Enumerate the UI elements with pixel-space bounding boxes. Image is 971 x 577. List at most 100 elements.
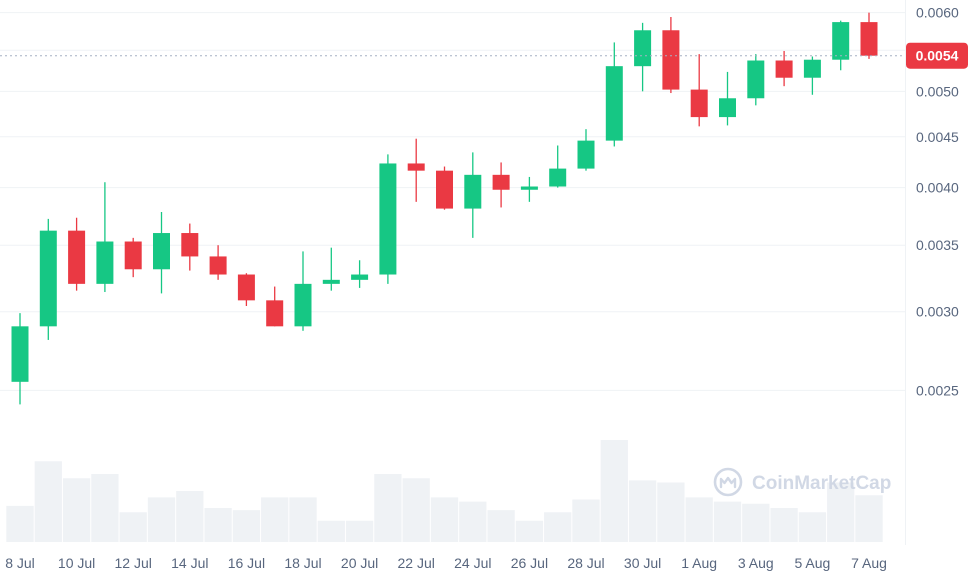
candle [294,251,312,331]
volume-bar [289,497,317,542]
x-tick-label: 28 Jul [567,555,604,571]
y-tick-label: 0.0050 [916,83,959,99]
candle [719,71,736,126]
candle [747,54,765,106]
candle [11,313,29,405]
volume-bar [572,499,600,542]
volume-bar [119,512,147,542]
watermark: CoinMarketCap [713,467,891,497]
y-tick-label: 0.0060 [916,5,959,21]
volume-bar [798,512,827,542]
volume-bar [91,474,119,542]
candle [237,273,255,306]
x-tick-label: 5 Aug [794,555,830,571]
x-tick-label: 24 Jul [454,555,491,571]
y-tick-label: 0.0035 [916,237,959,253]
volume-bar [345,520,374,542]
x-tick-label: 22 Jul [398,555,435,571]
x-tick-label: 14 Jul [171,555,208,571]
candle-body [520,186,538,190]
candle [464,152,482,238]
volume-bar [713,501,742,542]
candles [11,12,878,405]
candle-body [436,170,453,209]
volume-bar [855,495,883,542]
gridlines [0,0,906,545]
candle [690,54,708,127]
candle [549,145,567,188]
x-tick-label: 3 Aug [738,555,774,571]
x-tick-label: 20 Jul [341,555,378,571]
candle [605,42,623,147]
volume-bar [232,510,261,542]
candle-body [464,174,482,209]
volume-bar [430,497,459,542]
candle-body [351,274,369,280]
candle-body [237,274,255,301]
x-tick-label: 8 Jul [5,555,35,571]
candle [266,286,284,327]
candle [96,182,114,293]
y-axis: 0.0025 0.0030 0.0035 0.0040 0.0045 0.0050 0.00… [916,5,959,399]
candle-body [775,60,793,78]
candle-body [96,241,114,284]
candle-body [747,60,765,99]
current-price-badge: 0.0054 [906,42,968,69]
candle-body [124,241,142,270]
candle [662,16,680,94]
x-tick-label: 16 Jul [228,555,265,571]
volume-bar [261,497,289,542]
volume-bar [204,508,232,542]
candle-body [634,30,652,67]
x-axis: 8 Jul 10 Jul 12 Jul 14 Jul 16 Jul 18 Jul 20 Ju… [5,555,887,571]
volume-bar [827,482,855,542]
candle-body [860,22,878,56]
candle-body [11,326,29,382]
candle [351,260,369,288]
candle-body [407,163,425,171]
candle-body [662,30,680,90]
y-tick-label: 0.0045 [916,129,959,145]
current-price-label: 0.0054 [916,48,959,64]
current-price-badge-bg [906,42,968,69]
candle [520,176,538,202]
volume-bar [402,478,430,542]
candle-body [68,230,86,284]
volume-bar [770,508,798,542]
candle [209,245,227,280]
candle [124,237,142,278]
candle [577,129,595,171]
candle [153,211,170,294]
volume-bar [742,503,770,542]
volume-bars [6,440,883,542]
candle-body [153,233,170,270]
x-tick-label: 18 Jul [284,555,321,571]
x-tick-label: 10 Jul [58,555,95,571]
candle-body [719,98,736,118]
candle [322,247,340,291]
candle-body [266,300,284,327]
volume-bar [515,520,544,542]
candle [860,12,878,59]
candle-body [832,22,850,60]
candle-body [549,168,567,187]
candle-body [322,279,340,284]
x-tick-label: 1 Aug [681,555,717,571]
candle [634,22,652,92]
candle-body [803,59,821,78]
volume-bar [6,505,34,542]
candle-body [294,283,312,327]
watermark-text: CoinMarketCap [752,473,891,494]
candle-body [492,174,510,190]
candle [436,166,453,210]
candle [803,56,821,95]
y-tick-label: 0.0025 [916,382,959,398]
y-tick-label: 0.0030 [916,304,959,320]
coinmarketcap-logo-icon [713,467,743,497]
volume-bar [176,491,204,542]
candle-body [181,233,199,257]
candle-body [690,89,708,118]
candle [492,162,510,208]
candle-body [577,140,595,169]
